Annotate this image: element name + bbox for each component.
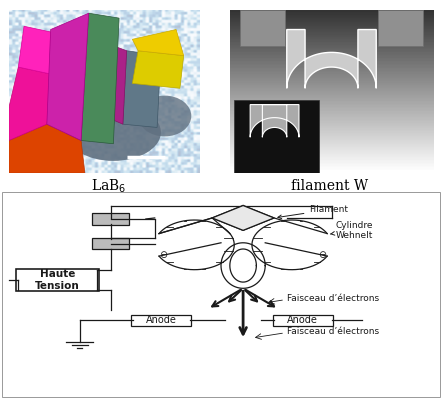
Polygon shape [104, 46, 127, 124]
FancyBboxPatch shape [16, 269, 99, 291]
Text: filament W: filament W [291, 179, 368, 193]
Polygon shape [133, 51, 184, 88]
Ellipse shape [138, 96, 191, 137]
Text: Haute
Tension: Haute Tension [35, 269, 80, 291]
Polygon shape [9, 124, 85, 173]
Ellipse shape [66, 104, 161, 161]
Polygon shape [212, 205, 274, 230]
FancyBboxPatch shape [273, 314, 333, 326]
Polygon shape [133, 29, 184, 56]
Polygon shape [250, 105, 299, 137]
Polygon shape [9, 67, 57, 140]
Polygon shape [123, 51, 161, 127]
FancyBboxPatch shape [92, 213, 129, 224]
FancyBboxPatch shape [131, 314, 191, 326]
Text: Anode: Anode [287, 315, 318, 326]
Text: Cylindre
Wehnelt: Cylindre Wehnelt [330, 220, 373, 240]
Bar [240, 10, 285, 46]
Bar [378, 10, 423, 46]
Text: $\ominus$: $\ominus$ [159, 249, 168, 259]
FancyBboxPatch shape [92, 238, 129, 250]
Text: Anode: Anode [146, 315, 177, 326]
Text: Faisceau d’électrons: Faisceau d’électrons [287, 294, 379, 303]
Polygon shape [19, 26, 62, 75]
Text: $\ominus$: $\ominus$ [318, 249, 328, 259]
Polygon shape [287, 29, 376, 88]
Polygon shape [47, 13, 89, 140]
Bar [234, 100, 319, 173]
Text: Filament: Filament [278, 205, 348, 219]
Text: Faisceau d’électrons: Faisceau d’électrons [287, 327, 379, 336]
Polygon shape [81, 13, 119, 144]
Text: LaB$_6$: LaB$_6$ [91, 178, 126, 195]
